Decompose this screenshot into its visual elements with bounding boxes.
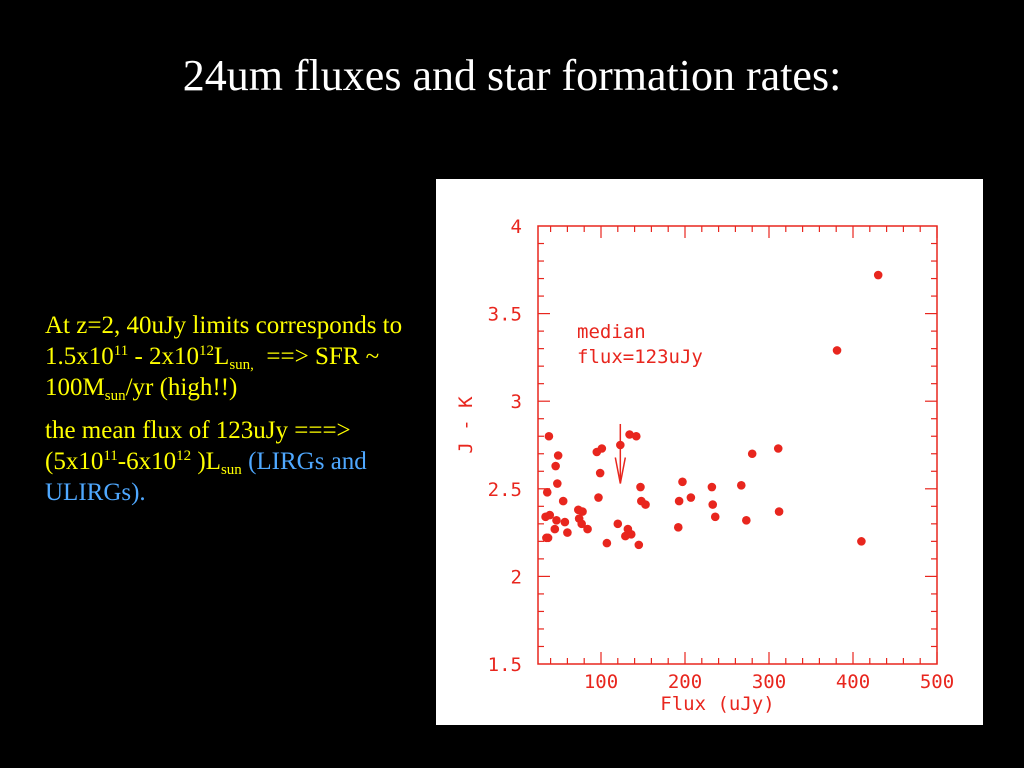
data-point: [552, 516, 561, 525]
data-point: [553, 451, 563, 460]
median-arrow-head: [614, 457, 627, 484]
data-point: [602, 538, 612, 548]
data-point: [542, 488, 552, 497]
data-point: [544, 431, 554, 441]
y-axis-label: J - K: [455, 396, 477, 454]
slide-title: 24um fluxes and star formation rates:: [182, 51, 842, 100]
data-point: [742, 516, 751, 525]
data-point: [736, 480, 746, 490]
data-point: [857, 537, 866, 546]
para1-text-5: /yr (high!!): [125, 374, 238, 401]
data-point: [616, 440, 625, 450]
data-point: [674, 496, 684, 506]
data-point: [708, 500, 718, 509]
para1-sub-1: sun,: [229, 357, 254, 373]
para1-sup-2: 12: [199, 343, 215, 359]
data-point: [832, 346, 842, 355]
para1-text-2: - 2x10: [128, 343, 200, 370]
para1-sub-2: sun: [104, 388, 126, 404]
data-point: [597, 444, 607, 453]
para2-sub-1: sun: [220, 462, 242, 478]
data-point: [543, 533, 553, 543]
data-point: [710, 512, 720, 522]
chart-svg: 100 200 300 400 500 1.5 2 2.5 3 3.5 4 Flux (uJy) J -…: [455, 216, 954, 715]
para1-text-1: At z=2, 40uJy limits corresponds to 1.5x…: [45, 312, 403, 370]
paragraph-sfr: At z=2, 40uJy limits corresponds to 1.5x…: [45, 310, 430, 404]
data-point: [594, 493, 603, 502]
para2-text-1: the mean flux of 123uJy ===> (5x10: [45, 417, 351, 475]
para2-text-2: -6x10: [117, 448, 177, 475]
data-point: [558, 496, 568, 506]
data-point: [577, 519, 586, 529]
slide-text: At z=2, 40uJy limits corresponds to 1.5x…: [45, 310, 430, 520]
para1-sup-1: 11: [113, 343, 129, 359]
x-tick-label: 300: [752, 671, 786, 693]
y-tick-label: 2.5: [488, 479, 522, 501]
y-tick-label: 4: [511, 216, 522, 238]
plot-frame: [537, 225, 938, 665]
annotation-line-2: flux=123uJy: [577, 346, 703, 368]
paragraph-mean-flux: the mean flux of 123uJy ===> (5x1011-6x1…: [45, 415, 430, 508]
para2-text-highlight: (LIRGs and ULIRGs).: [45, 448, 367, 506]
data-point: [625, 430, 634, 439]
annotation-line-1: median: [577, 321, 646, 343]
x-tick-label: 100: [584, 671, 618, 693]
data-point: [563, 528, 572, 537]
data-point: [595, 468, 605, 478]
data-point: [641, 500, 650, 509]
y-tick-label: 3: [511, 391, 522, 413]
data-point: [707, 482, 717, 492]
data-point: [551, 461, 560, 471]
data-point: [626, 530, 636, 539]
data-point: [634, 540, 644, 550]
data-point: [678, 477, 687, 487]
data-point: [560, 517, 570, 527]
data-point: [773, 444, 783, 453]
data-point: [578, 507, 587, 516]
data-point: [613, 519, 623, 529]
x-axis-label: Flux (uJy): [660, 693, 774, 715]
x-tick-label: 400: [836, 671, 870, 693]
data-point: [550, 524, 560, 534]
para1-text-3: L: [214, 343, 230, 370]
data-point: [553, 479, 562, 488]
scatter-plot: 100 200 300 400 500 1.5 2 2.5 3 3.5 4 Flux (uJy) J -…: [436, 179, 983, 725]
data-point: [747, 449, 757, 459]
data-point: [636, 482, 645, 492]
y-tick-label: 2: [511, 566, 522, 588]
para2-text-3: )L: [191, 448, 221, 475]
y-tick-label: 3.5: [488, 304, 522, 326]
data-point: [873, 270, 883, 280]
data-point: [774, 507, 784, 516]
y-tick-label: 1.5: [488, 654, 522, 676]
para1-text-4: ==> SFR ~ 100M: [45, 343, 386, 401]
data-point: [631, 431, 641, 441]
data-point: [583, 524, 592, 534]
data-point: [673, 523, 683, 532]
para2-sup-2: 12: [176, 448, 192, 464]
x-tick-label: 500: [920, 671, 954, 693]
data-point: [686, 493, 696, 502]
para2-sup-1: 11: [103, 448, 118, 464]
data-point: [545, 510, 555, 520]
x-tick-label: 200: [668, 671, 702, 693]
